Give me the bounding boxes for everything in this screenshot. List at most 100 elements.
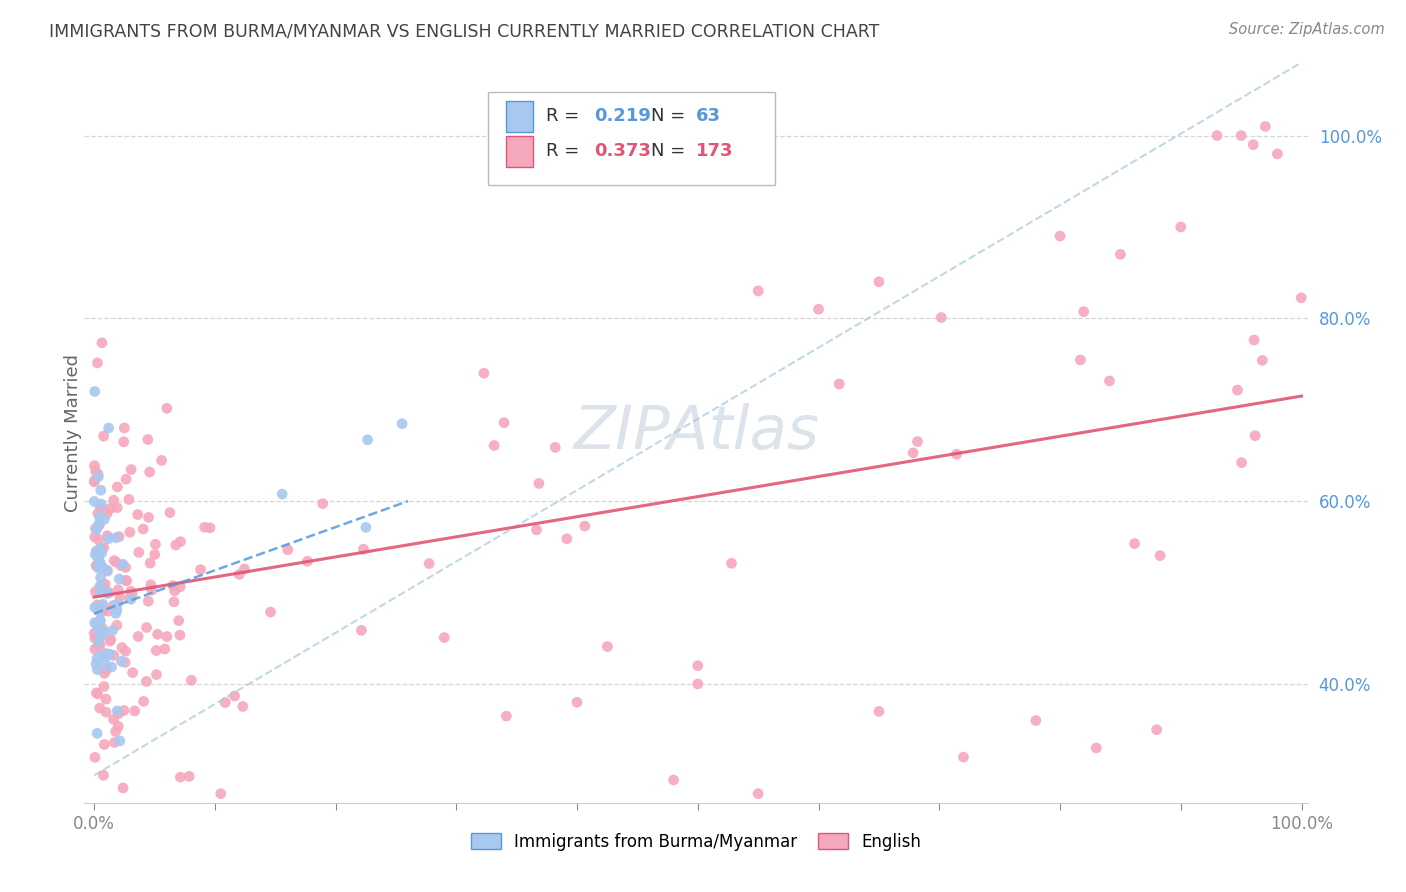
Point	[145, 643, 167, 657]
Point	[84, 750, 107, 764]
Text: 63: 63	[696, 108, 721, 126]
Point	[86, 544, 108, 558]
Point	[83, 642, 105, 657]
Point	[107, 582, 129, 597]
Point	[153, 642, 176, 657]
Point	[156, 630, 179, 644]
Point	[127, 629, 149, 643]
Point	[1251, 353, 1274, 368]
Point	[495, 709, 517, 723]
Point	[101, 624, 124, 638]
Point	[93, 541, 115, 555]
Point	[135, 621, 157, 635]
Point	[91, 648, 114, 662]
Text: 0.219: 0.219	[595, 108, 651, 126]
Text: R =: R =	[546, 108, 585, 126]
Point	[907, 434, 929, 449]
Point	[84, 464, 107, 478]
Point	[96, 507, 118, 521]
Point	[596, 640, 619, 654]
Point	[574, 519, 596, 533]
Point	[108, 572, 131, 586]
Point	[87, 604, 110, 618]
Point	[93, 512, 115, 526]
Point	[90, 579, 112, 593]
Point	[90, 629, 112, 643]
Point	[1049, 229, 1071, 244]
Point	[120, 462, 142, 476]
Point	[945, 447, 967, 461]
Point	[747, 284, 769, 298]
Point	[720, 556, 742, 570]
Point	[112, 434, 135, 449]
Point	[1243, 333, 1265, 347]
Point	[97, 604, 120, 618]
Point	[115, 574, 138, 588]
Point	[198, 521, 221, 535]
Point	[103, 648, 125, 663]
Point	[1291, 291, 1313, 305]
Text: ZIPAtlas: ZIPAtlas	[574, 403, 818, 462]
Point	[1170, 219, 1192, 234]
Point	[118, 591, 141, 606]
Point	[312, 497, 335, 511]
Point	[1206, 128, 1229, 143]
Point	[107, 719, 129, 733]
Point	[98, 647, 121, 661]
Point	[87, 624, 110, 638]
Point	[89, 517, 111, 532]
Point	[136, 594, 159, 608]
Point	[91, 560, 114, 574]
Point	[110, 558, 132, 573]
Point	[96, 586, 118, 600]
Point	[163, 595, 186, 609]
Point	[93, 624, 115, 639]
Point	[482, 438, 505, 452]
Point	[169, 628, 191, 642]
Point	[169, 534, 191, 549]
Point	[104, 531, 127, 545]
Point	[433, 631, 456, 645]
Point	[233, 562, 256, 576]
Text: N =: N =	[651, 143, 690, 161]
Point	[86, 726, 108, 740]
Point	[91, 604, 114, 618]
Point	[90, 546, 112, 560]
Point	[901, 446, 924, 460]
Point	[90, 571, 112, 585]
Point	[94, 647, 117, 661]
Point	[136, 433, 159, 447]
Point	[89, 560, 111, 574]
Point	[686, 658, 709, 673]
Point	[526, 523, 548, 537]
Point	[87, 469, 110, 483]
Point	[127, 508, 149, 522]
Point	[1230, 456, 1253, 470]
Point	[1267, 146, 1289, 161]
Point	[139, 578, 162, 592]
Point	[169, 580, 191, 594]
Text: 0.373: 0.373	[595, 143, 651, 161]
Point	[90, 599, 112, 614]
Point	[112, 780, 135, 795]
Point	[90, 483, 112, 498]
Point	[121, 587, 143, 601]
Point	[114, 574, 136, 588]
Point	[93, 429, 115, 443]
Point	[297, 554, 319, 568]
Point	[89, 510, 111, 524]
Point	[1123, 536, 1146, 550]
Point	[112, 703, 135, 717]
Point	[527, 476, 550, 491]
Point	[494, 416, 516, 430]
Point	[111, 558, 134, 572]
Point	[86, 550, 108, 565]
Point	[86, 686, 108, 700]
Point	[97, 532, 120, 546]
Point	[350, 624, 373, 638]
Point	[108, 706, 131, 721]
Point	[83, 474, 105, 488]
Point	[356, 433, 378, 447]
Text: Source: ZipAtlas.com: Source: ZipAtlas.com	[1229, 22, 1385, 37]
Point	[89, 555, 111, 569]
